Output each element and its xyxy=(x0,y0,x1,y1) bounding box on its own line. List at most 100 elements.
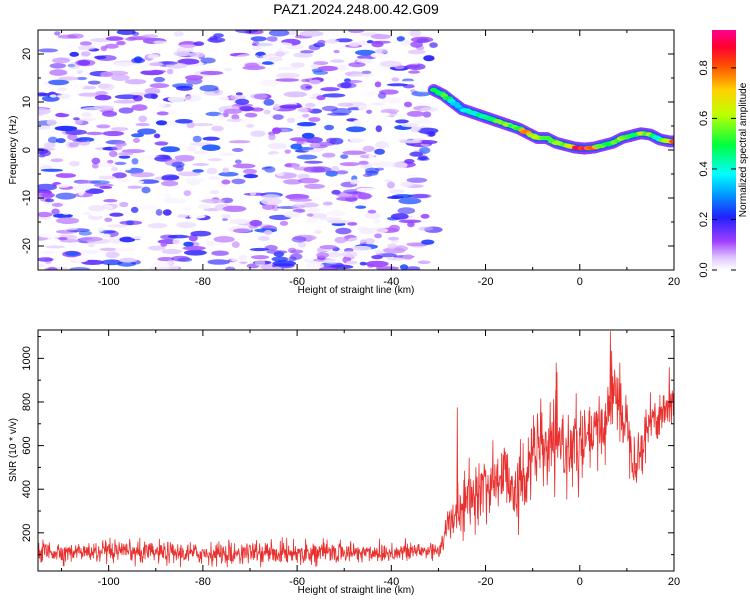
noise-blob xyxy=(249,247,270,252)
noise-blob xyxy=(160,146,180,153)
noise-blob xyxy=(49,94,57,98)
noise-blob xyxy=(100,45,108,52)
noise-blob xyxy=(190,230,212,237)
noise-blob xyxy=(201,198,225,204)
noise-blob xyxy=(301,132,315,139)
noise-blob xyxy=(105,251,120,259)
noise-blob xyxy=(310,63,320,70)
noise-blob xyxy=(225,266,236,270)
noise-blob xyxy=(175,155,195,162)
noise-blob xyxy=(297,177,320,184)
noise-blob xyxy=(205,45,215,52)
noise-blob xyxy=(307,207,321,213)
noise-blob xyxy=(130,232,145,240)
y-tick-label: 200 xyxy=(21,524,33,542)
noise-blob xyxy=(409,151,424,157)
noise-blob xyxy=(235,30,258,34)
noise-blob xyxy=(65,129,87,135)
noise-blob xyxy=(367,209,377,214)
noise-blob xyxy=(386,181,395,189)
noise-blob xyxy=(348,42,360,47)
noise-blob xyxy=(272,260,297,267)
noise-blob xyxy=(326,137,337,144)
noise-blob xyxy=(243,174,259,179)
noise-blob xyxy=(312,70,329,75)
noise-blob xyxy=(250,130,266,137)
noise-blob xyxy=(101,110,118,117)
noise-blob xyxy=(355,49,376,56)
noise-blob xyxy=(377,253,397,258)
noise-blob xyxy=(374,148,385,155)
noise-blob xyxy=(118,166,132,171)
noise-blob xyxy=(192,169,204,173)
noise-blob xyxy=(391,161,408,169)
noise-blob xyxy=(244,112,258,118)
noise-blob xyxy=(306,217,319,223)
noise-blob xyxy=(380,108,399,114)
noise-blob xyxy=(399,140,422,144)
noise-blob xyxy=(262,203,275,210)
noise-blob xyxy=(357,192,372,200)
noise-blob xyxy=(266,36,278,42)
noise-blob xyxy=(85,131,104,136)
noise-blob xyxy=(209,190,220,195)
noise-blob xyxy=(404,159,415,164)
ridge-peak xyxy=(668,139,674,144)
noise-blob xyxy=(263,109,271,115)
noise-blob xyxy=(161,176,170,181)
noise-blob xyxy=(52,57,71,64)
noise-blob xyxy=(167,96,185,103)
noise-blob xyxy=(57,93,71,99)
noise-blob xyxy=(406,110,425,117)
spectrogram-y-ticks: -20 -10 0 10 20 xyxy=(21,29,674,271)
noise-blob xyxy=(184,177,207,183)
noise-blob xyxy=(118,257,137,263)
noise-blob xyxy=(49,63,66,69)
noise-blob xyxy=(111,166,118,172)
colorbar-tick-label: 0.4 xyxy=(698,161,710,176)
noise-blob xyxy=(219,152,236,156)
noise-blob xyxy=(320,87,340,92)
noise-blob xyxy=(381,202,395,208)
noise-blob xyxy=(173,31,184,37)
chart-title: PAZ1.2024.248.00.42.G09 xyxy=(273,1,439,17)
noise-blob xyxy=(206,167,218,175)
noise-blob xyxy=(205,111,222,117)
noise-blob xyxy=(78,92,101,97)
noise-blob xyxy=(292,52,313,58)
noise-blob xyxy=(418,226,434,231)
noise-blob xyxy=(420,107,439,112)
noise-blob xyxy=(288,256,297,262)
noise-blob xyxy=(231,241,240,249)
noise-blob xyxy=(153,260,172,266)
noise-blob xyxy=(365,260,389,268)
noise-blob xyxy=(346,260,358,265)
noise-blob xyxy=(55,192,77,200)
noise-blob xyxy=(111,203,119,208)
noise-blob xyxy=(364,212,381,219)
noise-blob xyxy=(351,245,372,251)
noise-blob xyxy=(266,250,288,254)
noise-blob xyxy=(387,236,400,241)
noise-blob xyxy=(126,220,134,226)
noise-blob xyxy=(302,113,310,118)
x-tick-label: -100 xyxy=(98,576,120,588)
snr-frame xyxy=(37,329,675,572)
noise-blob xyxy=(57,168,78,174)
noise-blob xyxy=(186,121,195,129)
noise-blob xyxy=(43,142,56,149)
noise-blob xyxy=(65,251,80,256)
noise-blob xyxy=(316,252,330,259)
noise-blob xyxy=(149,83,170,89)
noise-blob xyxy=(326,210,346,217)
noise-blob xyxy=(183,190,192,197)
noise-blob xyxy=(201,144,221,151)
noise-blob xyxy=(310,197,321,201)
noise-blob xyxy=(405,64,421,69)
noise-blob xyxy=(191,123,214,127)
noise-blob xyxy=(239,118,253,125)
noise-blob xyxy=(423,55,435,62)
noise-blob xyxy=(46,119,57,126)
noise-blob xyxy=(235,98,250,105)
noise-blob xyxy=(166,175,180,180)
